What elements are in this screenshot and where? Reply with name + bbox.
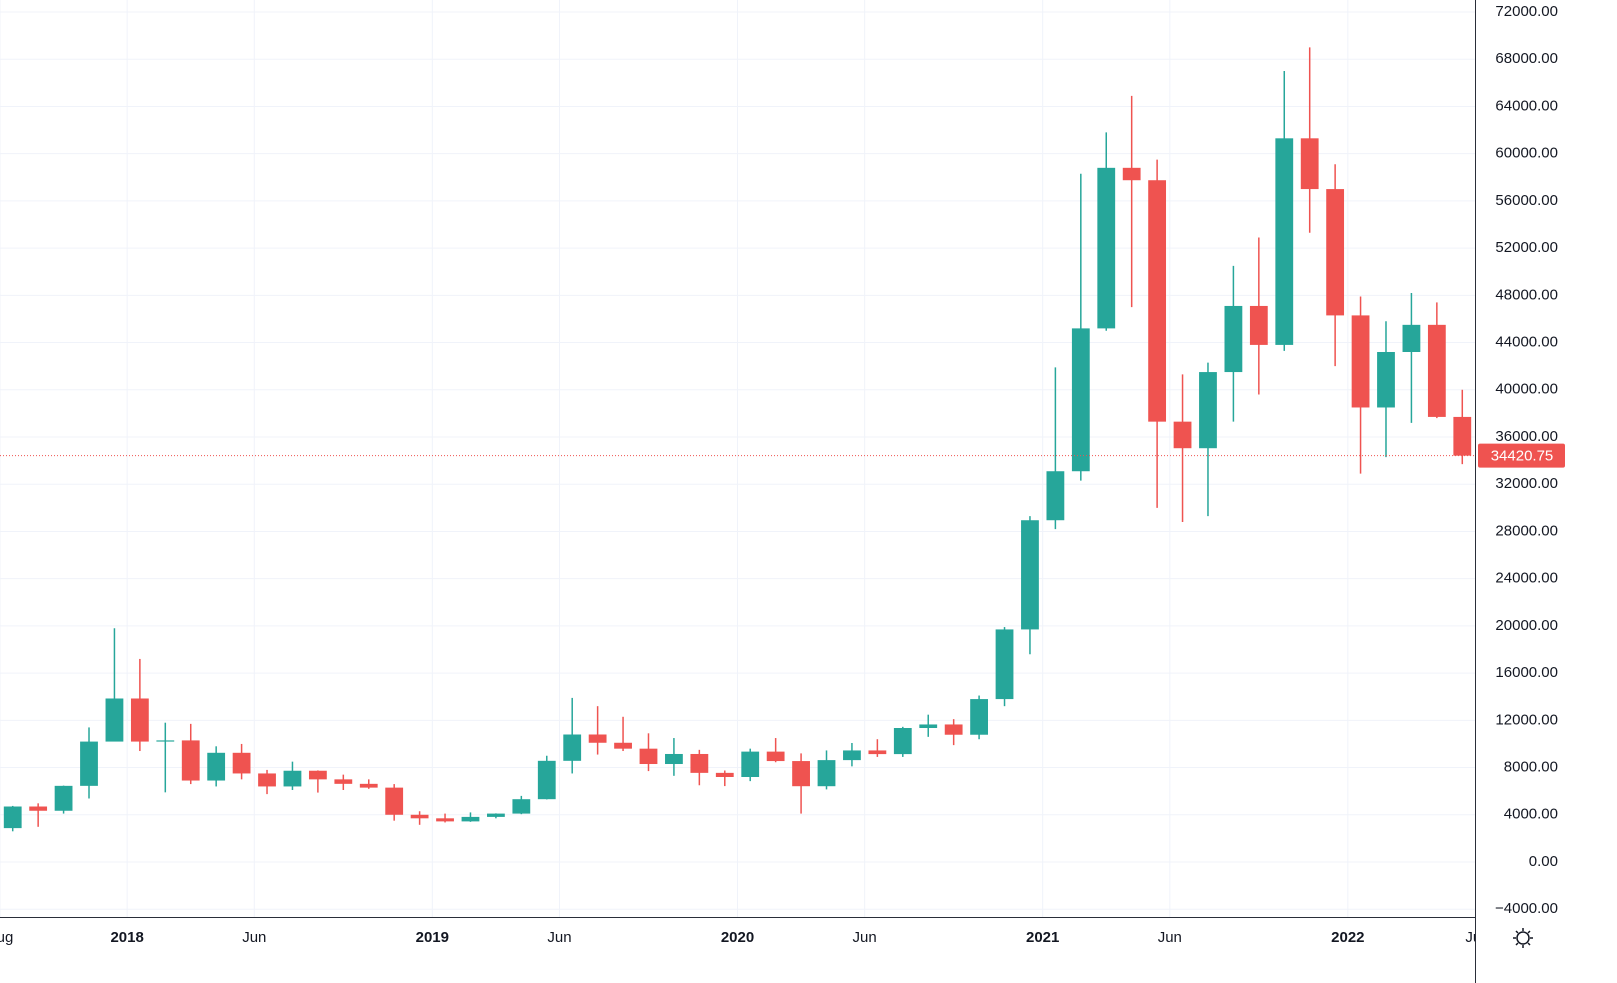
candle-body [359,783,378,788]
y-tick-label: 72000.00 [1495,3,1558,20]
candle-body [487,813,505,817]
y-tick-label: 64000.00 [1495,97,1558,114]
candle-body [1275,138,1294,345]
candle-body [1402,324,1421,352]
x-tick-label: 2022 [1331,929,1364,946]
candle-body [258,773,276,787]
candle-body [1173,421,1192,449]
candle-body [817,760,836,787]
candle-body [80,741,98,786]
y-tick-label: −4000.00 [1495,900,1558,917]
candle-body [1097,167,1116,329]
candle-body [843,750,861,761]
candle-body [919,724,938,729]
y-tick-label: 8000.00 [1504,759,1558,776]
last-price-badge [1478,443,1565,468]
candle-body [690,753,709,773]
x-tick-label: Jul [1465,929,1484,946]
y-tick-label: 20000.00 [1495,617,1558,634]
candle-body [29,806,48,811]
x-tick-label: Jun [242,929,266,946]
candle-body [283,770,302,787]
candle-body [1300,138,1319,190]
x-tick-label: 2021 [1026,929,1059,946]
candle-body [1199,372,1217,449]
candle-body [995,629,1014,700]
candle-body [130,698,149,742]
candle-body [970,699,988,735]
candle-body [792,761,810,787]
candle-body [436,818,454,822]
price-axis: −4000.00 0.00 4000.00 8000.00 12000.00 16000.… [1478,3,1565,917]
y-tick-label: 16000.00 [1495,664,1558,681]
candle-body [181,740,200,781]
candle-body [766,751,785,762]
y-tick-label: 40000.00 [1495,381,1558,398]
y-tick-label: 52000.00 [1495,239,1558,256]
grid [0,0,1475,917]
candle-body [1377,351,1395,408]
candle-body [537,760,556,800]
candle-body [639,748,658,765]
candle-body [410,814,429,819]
y-tick-label: 32000.00 [1495,475,1558,492]
x-tick-label: Jun [853,929,877,946]
x-tick-label: 2018 [110,929,143,946]
candle-body [1351,315,1370,408]
candle-body [1122,167,1141,181]
candle-body [1427,324,1446,417]
y-tick-label: 4000.00 [1504,806,1558,823]
candle-body [1046,471,1065,521]
candle-body [868,750,887,755]
candle-body [232,752,251,774]
y-tick-label: 56000.00 [1495,192,1558,209]
time-axis: Aug 2018 Jun 2019 Jun 2020 Jun 2021 Jun 2022 Jul [0,929,1484,946]
candle-body [614,742,632,749]
x-tick-label: 2020 [721,929,754,946]
candle-body [1224,305,1243,373]
y-tick-label: 24000.00 [1495,570,1558,587]
candle-body [512,799,531,814]
x-tick-label: Aug [0,929,13,946]
candle-body [308,770,327,780]
candle-body [54,785,73,811]
y-tick-label: 36000.00 [1495,428,1558,445]
candle-body [665,753,683,765]
candle-body [105,698,124,742]
candle-body [944,724,963,735]
candle-body [1148,180,1167,422]
candle-body [334,779,353,784]
candle-body [1453,416,1472,456]
candle-body [715,772,734,777]
candle-body [1071,328,1090,472]
x-tick-label: Jun [1158,929,1182,946]
candle-body [741,751,760,777]
y-tick-label: 12000.00 [1495,711,1558,728]
y-tick-label: 68000.00 [1495,50,1558,67]
candle-body [461,816,480,822]
candle-body [563,734,582,761]
y-tick-label: 0.00 [1529,853,1558,870]
y-tick-label: 60000.00 [1495,145,1558,162]
candle-body [588,734,607,743]
candle-body [207,752,226,781]
x-tick-label: Jun [547,929,571,946]
last-price-label: 34420.75 [1491,448,1554,465]
candle-body [156,740,175,742]
candle-body [1021,520,1039,630]
y-tick-label: 28000.00 [1495,522,1558,539]
y-tick-label: 44000.00 [1495,334,1558,351]
x-tick-label: 2019 [416,929,449,946]
settings-icon[interactable] [1513,928,1533,948]
candle-body [385,787,404,815]
candle-body [893,728,912,755]
candle-body [1249,305,1268,345]
candle-body [3,806,22,829]
plot-area [0,47,1475,832]
candle-body [1326,189,1345,316]
y-tick-label: 48000.00 [1495,286,1558,303]
